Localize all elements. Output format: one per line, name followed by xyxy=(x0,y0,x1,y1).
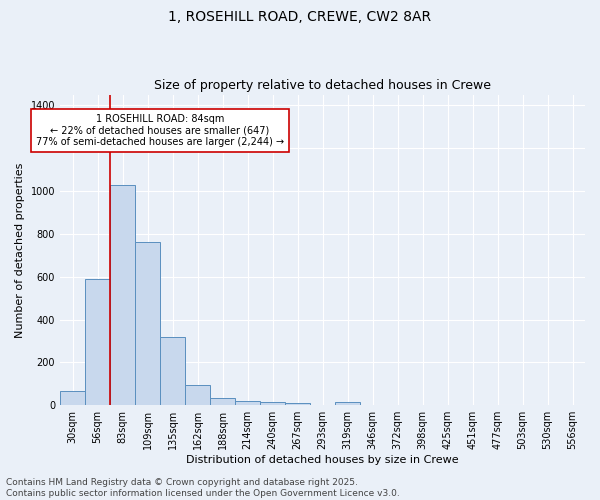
Bar xyxy=(85,279,110,405)
Bar xyxy=(210,398,235,405)
X-axis label: Distribution of detached houses by size in Crewe: Distribution of detached houses by size … xyxy=(186,455,459,465)
Bar xyxy=(60,392,85,405)
Bar xyxy=(335,402,360,405)
Bar xyxy=(110,184,135,405)
Bar xyxy=(135,242,160,405)
Y-axis label: Number of detached properties: Number of detached properties xyxy=(15,162,25,338)
Text: 1, ROSEHILL ROAD, CREWE, CW2 8AR: 1, ROSEHILL ROAD, CREWE, CW2 8AR xyxy=(169,10,431,24)
Text: Contains HM Land Registry data © Crown copyright and database right 2025.
Contai: Contains HM Land Registry data © Crown c… xyxy=(6,478,400,498)
Bar xyxy=(185,385,210,405)
Bar xyxy=(260,402,285,405)
Bar xyxy=(160,336,185,405)
Title: Size of property relative to detached houses in Crewe: Size of property relative to detached ho… xyxy=(154,79,491,92)
Bar xyxy=(285,403,310,405)
Text: 1 ROSEHILL ROAD: 84sqm
← 22% of detached houses are smaller (647)
77% of semi-de: 1 ROSEHILL ROAD: 84sqm ← 22% of detached… xyxy=(36,114,284,147)
Bar xyxy=(235,401,260,405)
